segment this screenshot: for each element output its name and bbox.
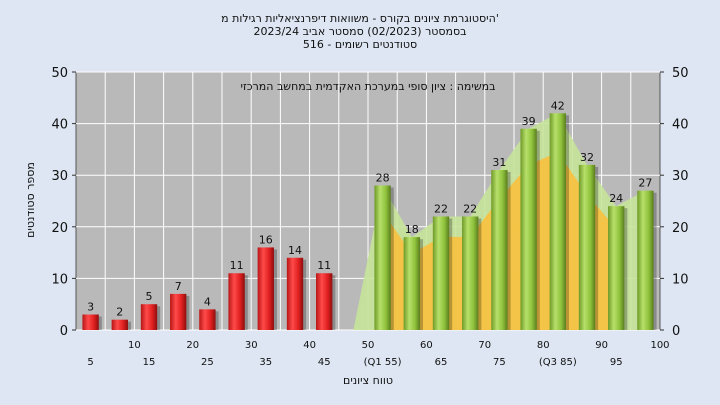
x-tick-label: 80 <box>537 340 550 351</box>
bar-70 <box>462 216 479 330</box>
bar-value-label: 4 <box>204 295 211 308</box>
bar-30 <box>228 273 245 330</box>
bar-value-label: 22 <box>434 202 448 215</box>
bar-75 <box>491 170 508 330</box>
y-tick-label-left: 30 <box>51 169 68 184</box>
x-tick-label: 50 <box>362 340 375 351</box>
bar-95 <box>608 206 625 330</box>
bar-value-label: 27 <box>638 177 652 190</box>
chart-title-line-3: 516 - סטודנטים רשומים <box>302 38 418 51</box>
bar-20 <box>170 293 187 330</box>
x-tick-label: 70 <box>478 340 491 351</box>
x-tick-label: 45 <box>318 357 331 368</box>
bar-90 <box>578 164 596 330</box>
x-tick-label: 25 <box>201 357 214 368</box>
x-tick-label: 95 <box>610 357 623 368</box>
y-tick-label-right: 20 <box>672 221 689 236</box>
x-tick-label: 35 <box>259 357 272 368</box>
x-tick-label: 15 <box>143 357 156 368</box>
y-tick-label-left: 50 <box>51 66 68 81</box>
bar-value-label: 16 <box>259 233 273 246</box>
x-tick-label: 65 <box>435 357 448 368</box>
bar-10 <box>111 319 128 330</box>
x-tick-label: 90 <box>595 340 608 351</box>
x-tick-label: 30 <box>245 340 258 351</box>
bar-value-label: 14 <box>288 244 302 257</box>
bar-value-label: 24 <box>609 192 623 205</box>
bar-value-label: 22 <box>463 202 477 215</box>
chart-title-line-1: היסטוגרמת ציונים בקורס - משוואות דיפרנצי… <box>221 12 499 25</box>
bar-(Q3 85) <box>549 113 566 330</box>
bar-value-label: 28 <box>376 172 390 185</box>
bar-value-label: 32 <box>580 151 594 164</box>
y-tick-label-left: 10 <box>51 272 68 287</box>
bar-100 <box>637 190 654 330</box>
bar-40 <box>286 257 304 330</box>
y-tick-label-left: 20 <box>51 221 68 236</box>
x-tick-label: 5 <box>87 357 93 368</box>
bar-60 <box>403 237 420 330</box>
bar-45 <box>316 273 333 330</box>
x-tick-label: 10 <box>128 340 141 351</box>
bar-value-label: 39 <box>522 115 536 128</box>
y-tick-label-left: 40 <box>51 118 68 133</box>
bar-25 <box>199 309 216 330</box>
bar-value-label: 5 <box>146 290 153 303</box>
bar-value-label: 11 <box>230 259 244 272</box>
bar-value-label: 11 <box>317 259 331 272</box>
y-tick-label-right: 0 <box>672 324 680 339</box>
bar-value-label: 2 <box>116 306 123 319</box>
bar-value-label: 7 <box>175 280 182 293</box>
y-tick-label-right: 50 <box>672 66 689 81</box>
x-tick-label: (Q3 85) <box>539 357 577 368</box>
bar-5 <box>82 314 99 330</box>
bar-layer <box>82 113 657 330</box>
bar-value-label: 31 <box>492 156 506 169</box>
x-axis-label: טווח ציונים <box>343 374 393 387</box>
bar-(Q1 55) <box>374 185 391 330</box>
bar-value-label: 42 <box>551 99 565 112</box>
bar-value-label: 18 <box>405 223 419 236</box>
bar-65 <box>432 216 450 330</box>
chart-title-line-2: בסמסטר (02/2023) סמסטר אביב 2023/24 <box>253 25 467 38</box>
annotation-text: במשימה : ציון סופי במערכת האקדמית במחשב … <box>241 80 496 93</box>
y-tick-label-right: 30 <box>672 169 689 184</box>
bar-value-label: 3 <box>87 301 94 314</box>
x-tick-label: 100 <box>650 340 669 351</box>
bar-35 <box>257 247 274 330</box>
y-tick-label-right: 40 <box>672 118 689 133</box>
y-tick-label-right: 10 <box>672 272 689 287</box>
x-tick-label: 40 <box>303 340 316 351</box>
y-axis-label: מספר סטודנטים <box>24 162 37 238</box>
bar-80 <box>520 128 537 330</box>
bar-15 <box>140 304 158 330</box>
y-tick-label-left: 0 <box>60 324 68 339</box>
x-tick-label: 60 <box>420 340 433 351</box>
x-tick-label: 20 <box>186 340 199 351</box>
x-tick-label: (Q1 55) <box>364 357 402 368</box>
x-tick-label: 75 <box>493 357 506 368</box>
